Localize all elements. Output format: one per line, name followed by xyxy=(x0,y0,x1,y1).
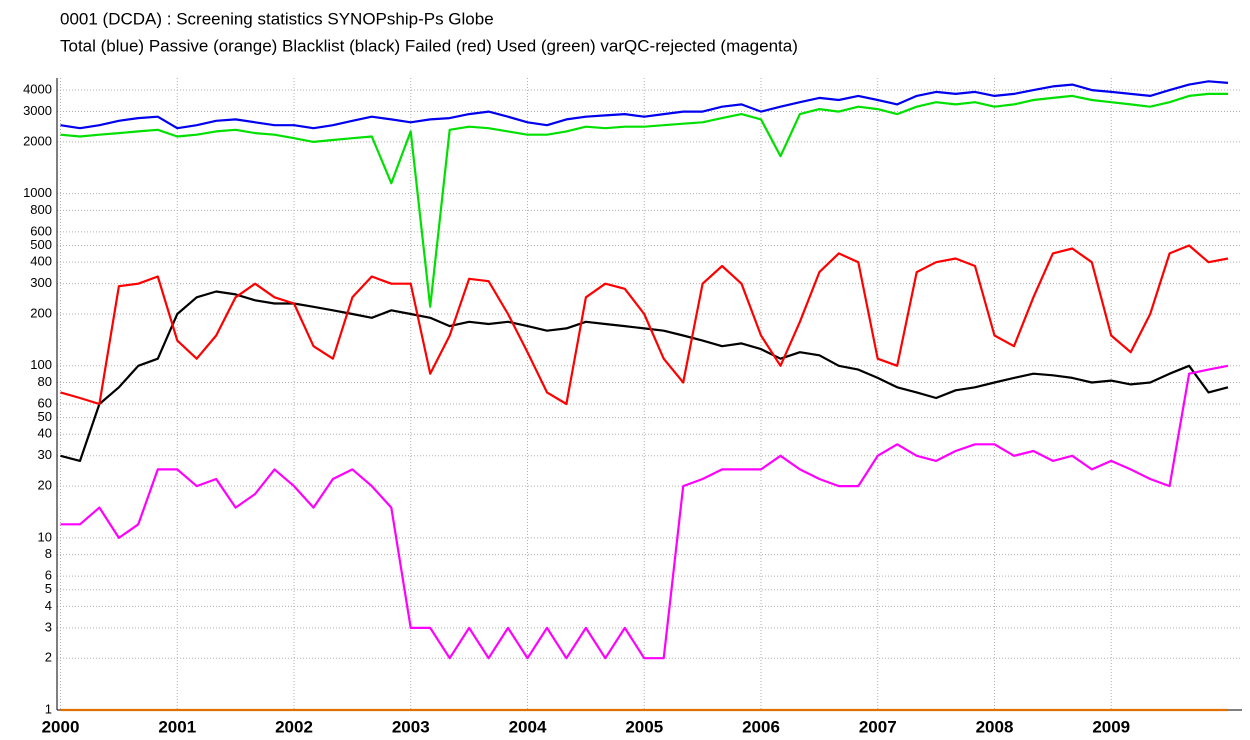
y-tick-label: 100 xyxy=(30,357,52,372)
y-tick-label: 3000 xyxy=(23,103,52,118)
chart-subtitle: Total (blue) Passive (orange) Blacklist … xyxy=(60,36,798,55)
y-tick-label: 1000 xyxy=(23,185,52,200)
y-tick-label: 10 xyxy=(38,529,52,544)
x-tick-label: 2006 xyxy=(742,717,780,736)
x-tick-label: 2009 xyxy=(1092,717,1130,736)
x-tick-label: 2002 xyxy=(275,717,313,736)
x-tick-label: 2007 xyxy=(859,717,897,736)
x-tick-label: 2005 xyxy=(625,717,663,736)
y-tick-label: 3 xyxy=(45,619,52,634)
y-tick-label: 8 xyxy=(45,546,52,561)
series-line xyxy=(60,364,1229,660)
y-tick-label: 30 xyxy=(38,447,52,462)
series-line xyxy=(60,244,1229,406)
y-tick-label: 50 xyxy=(38,409,52,424)
y-tick-label: 20 xyxy=(38,478,52,493)
y-tick-label: 80 xyxy=(38,374,52,389)
y-tick-label: 800 xyxy=(30,202,52,217)
y-tick-label: 600 xyxy=(30,223,52,238)
y-tick-label: 2000 xyxy=(23,133,52,148)
series-line xyxy=(60,80,1229,130)
series-line xyxy=(60,92,1228,308)
y-tick-label: 200 xyxy=(30,305,52,320)
y-tick-label: 60 xyxy=(38,395,52,410)
x-tick-label: 2003 xyxy=(392,717,430,736)
y-tick-label: 6 xyxy=(45,568,52,583)
y-tick-label: 2 xyxy=(45,650,52,665)
y-tick-label: 400 xyxy=(30,254,52,269)
y-tick-label: 5 xyxy=(45,581,52,596)
y-tick-label: 4 xyxy=(45,598,52,613)
y-tick-label: 1 xyxy=(45,701,52,716)
x-tick-label: 2008 xyxy=(976,717,1014,736)
y-tick-label: 4000 xyxy=(23,81,52,96)
y-tick-label: 300 xyxy=(30,275,52,290)
x-tick-label: 2000 xyxy=(42,717,80,736)
y-tick-label: 500 xyxy=(30,237,52,252)
chart-title: 0001 (DCDA) : Screening statistics SYNOP… xyxy=(60,9,494,28)
y-tick-label: 40 xyxy=(38,426,52,441)
x-tick-label: 2001 xyxy=(158,717,196,736)
x-tick-label: 2004 xyxy=(509,717,547,736)
series-line xyxy=(60,290,1229,462)
